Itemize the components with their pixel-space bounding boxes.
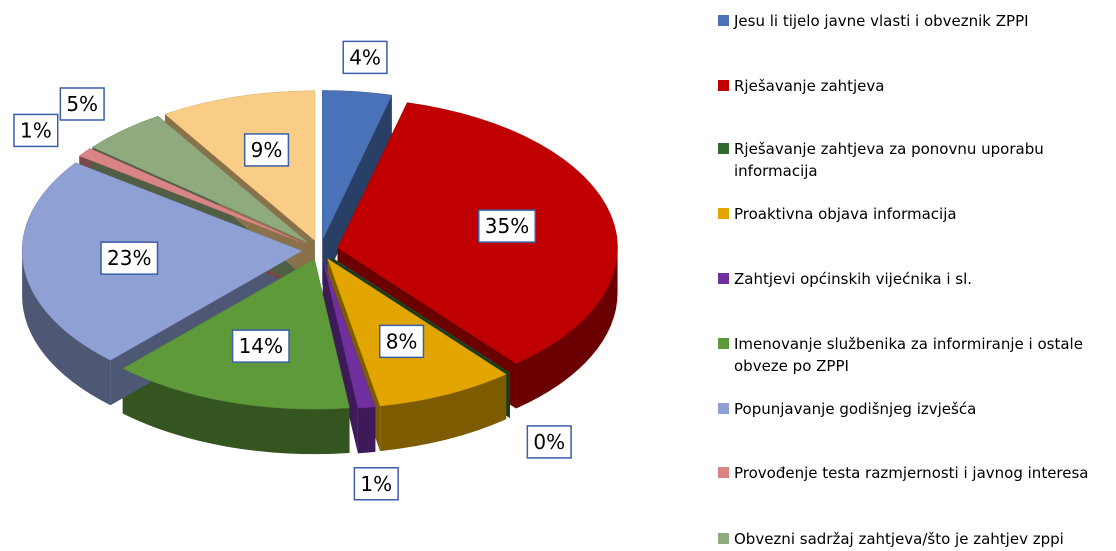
- legend-item: Proaktivna objava informacija: [718, 203, 1108, 225]
- legend-label: Rješavanje zahtjeva: [734, 77, 885, 95]
- legend-label: Imenovanje službenika za informiranje i …: [734, 335, 1083, 375]
- data-label-box: 1%: [13, 113, 59, 148]
- legend-swatch: [718, 273, 729, 284]
- legend-swatch: [718, 533, 729, 544]
- legend-label: Rješavanje zahtjeva za ponovnu uporabu i…: [734, 140, 1044, 180]
- legend-label: Proaktivna objava informacija: [734, 205, 957, 223]
- slice-side: [22, 250, 111, 406]
- legend-label: Zahtjevi općinskih vijećnika i sl.: [734, 270, 973, 288]
- slice: [164, 90, 316, 242]
- legend-swatch: [718, 143, 729, 154]
- label-frame: [243, 133, 290, 167]
- label-frame: [378, 324, 425, 359]
- slice-side: [122, 368, 350, 455]
- data-label: 8%: [386, 329, 418, 353]
- slice: [21, 162, 303, 361]
- label-frame: [342, 40, 388, 75]
- label-frame: [59, 87, 105, 121]
- slice-side: [516, 247, 618, 409]
- legend-swatch: [718, 338, 729, 349]
- data-label: 1%: [360, 472, 392, 496]
- data-label: 4%: [349, 45, 381, 69]
- data-label-box: 35%: [478, 209, 536, 243]
- data-label-box: 4%: [342, 40, 388, 75]
- legend-item: Imenovanje službenika za informiranje i …: [718, 333, 1108, 377]
- label-frame: [231, 329, 290, 363]
- legend-label: Provođenje testa razmjernosti i javnog i…: [734, 464, 1089, 482]
- slice: [337, 102, 618, 364]
- label-frame: [478, 209, 536, 243]
- legend-item: Rješavanje zahtjeva za ponovnu uporabu i…: [718, 138, 1108, 182]
- labels: 4% 35% 0% 8% 1% 14% 23% 1% 5% 9%: [13, 40, 572, 501]
- legend-swatch: [718, 15, 729, 26]
- data-label: 14%: [239, 334, 283, 358]
- legend-swatch: [718, 467, 729, 478]
- data-label: 5%: [66, 92, 98, 116]
- data-label-box: 5%: [59, 87, 105, 121]
- data-label: 9%: [251, 138, 283, 162]
- legend-swatch: [718, 403, 729, 414]
- legend-item: Popunjavanje godišnjeg izvješća: [718, 398, 1108, 420]
- slice: [331, 257, 511, 374]
- label-frame: [100, 241, 159, 275]
- legend-label: Jesu li tijelo javne vlasti i obveznik Z…: [734, 12, 1029, 30]
- slice-side: [380, 374, 507, 452]
- legend-swatch: [718, 208, 729, 219]
- legend-label: Popunjavanje godišnjeg izvješća: [734, 400, 977, 418]
- slice: [91, 115, 309, 243]
- chart: 4% 35% 0% 8% 1% 14% 23% 1% 5% 9%: [13, 40, 618, 501]
- legend-swatch: [718, 80, 729, 91]
- slice: [322, 90, 393, 241]
- legend-item: Zahtjevi općinskih vijećnika i sl.: [718, 268, 1108, 290]
- label-frame: [13, 113, 59, 148]
- data-label: 0%: [533, 430, 565, 454]
- legend-item: Rješavanje zahtjeva: [718, 75, 1108, 97]
- data-label: 35%: [485, 214, 529, 238]
- legend-item: Jesu li tijelo javne vlasti i obveznik Z…: [718, 10, 1108, 32]
- data-label-box: 23%: [100, 241, 159, 275]
- slice-wall: [322, 95, 392, 286]
- data-label: 23%: [107, 246, 151, 270]
- data-label: 1%: [20, 118, 52, 142]
- data-label-box: 0%: [526, 425, 572, 459]
- label-frame: [526, 425, 572, 459]
- data-label-box: 9%: [243, 133, 290, 167]
- slice-side: [357, 406, 376, 454]
- label-frame: [353, 467, 399, 501]
- legend-label: Obvezni sadržaj zahtjeva/što je zahtjev …: [734, 530, 1064, 548]
- slice: [322, 259, 376, 409]
- slice: [78, 148, 306, 245]
- legend-item: Obvezni sadržaj zahtjeva/što je zahtjev …: [718, 528, 1108, 550]
- data-label-box: 8%: [378, 324, 425, 359]
- slice-wall: [322, 259, 358, 454]
- data-label-box: 1%: [353, 467, 399, 501]
- legend-item: Provođenje testa razmjernosti i javnog i…: [718, 462, 1108, 484]
- data-label-box: 14%: [231, 329, 290, 363]
